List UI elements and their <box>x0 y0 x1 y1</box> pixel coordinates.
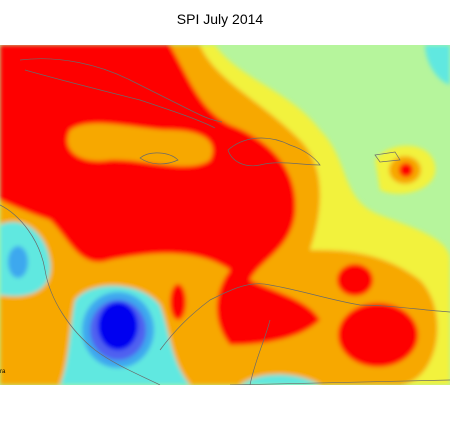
coastline <box>374 151 401 163</box>
cyan-zone <box>240 374 320 385</box>
coastline <box>0 204 161 385</box>
coastline <box>229 379 450 385</box>
spi-fields <box>0 45 450 385</box>
spi-map <box>0 45 450 385</box>
edge-label: ra <box>0 369 6 375</box>
coastline <box>24 69 216 129</box>
coastline <box>19 58 223 123</box>
red-zone <box>170 284 186 320</box>
coastlines <box>0 58 450 385</box>
coastline <box>249 319 271 385</box>
map-title: SPI July 2014 <box>177 11 264 27</box>
red-zone <box>0 45 320 345</box>
cyan-zone <box>425 45 450 85</box>
red-zone <box>399 163 413 177</box>
red-zone <box>337 264 373 296</box>
coastline <box>139 152 179 165</box>
blue-zone <box>8 246 28 278</box>
coastline <box>159 283 450 351</box>
red-zone <box>338 303 418 367</box>
coastline <box>227 137 321 167</box>
blue-zone <box>98 302 138 350</box>
